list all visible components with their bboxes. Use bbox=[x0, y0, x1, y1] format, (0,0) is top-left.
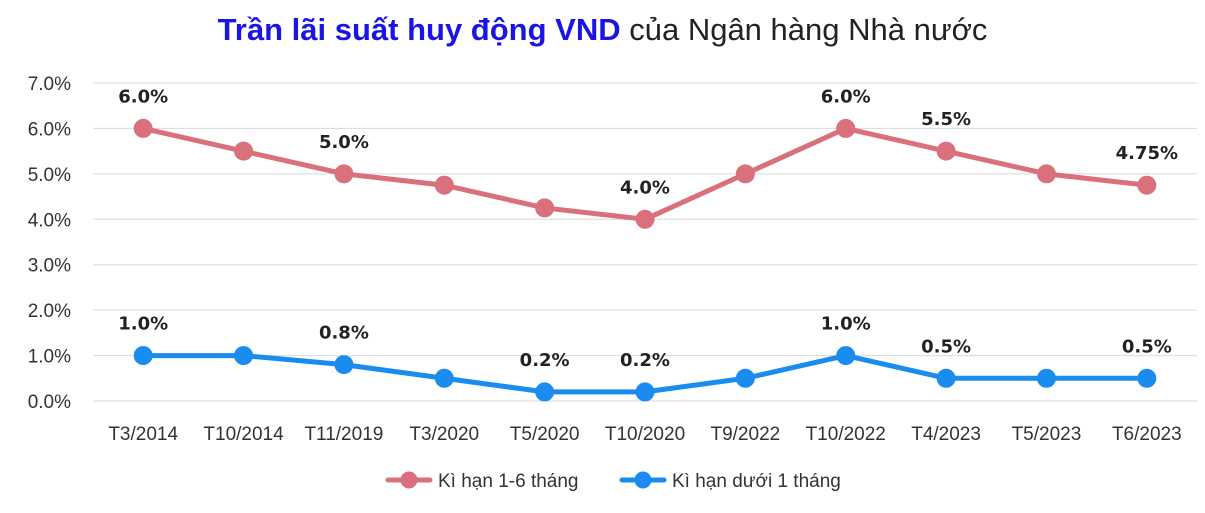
data-point bbox=[434, 175, 454, 195]
y-tick-label: 4.0% bbox=[28, 210, 71, 231]
legend-label: Kì hạn dưới 1 tháng bbox=[672, 471, 841, 492]
x-tick-label: T5/2023 bbox=[1012, 424, 1082, 445]
y-tick-label: 3.0% bbox=[28, 256, 71, 277]
x-tick-label: T6/2023 bbox=[1112, 424, 1182, 445]
chart-title: Trần lãi suất huy động VND của Ngân hàng… bbox=[0, 12, 1205, 48]
data-label: 6.0% bbox=[118, 86, 168, 107]
x-tick-label: T10/2022 bbox=[806, 424, 886, 445]
x-tick-label: T5/2020 bbox=[510, 424, 580, 445]
data-point bbox=[936, 141, 956, 161]
legend-marker bbox=[400, 471, 418, 489]
data-point bbox=[836, 346, 856, 366]
y-tick-label: 0.0% bbox=[28, 392, 71, 413]
data-label: 4.0% bbox=[620, 177, 670, 198]
data-point bbox=[735, 164, 755, 184]
y-tick-label: 7.0% bbox=[28, 74, 71, 95]
data-point bbox=[1036, 164, 1056, 184]
data-point bbox=[635, 382, 655, 402]
data-label: 0.5% bbox=[921, 336, 971, 357]
x-tick-label: T10/2014 bbox=[203, 424, 284, 445]
data-point bbox=[334, 164, 354, 184]
x-tick-label: T3/2014 bbox=[108, 424, 178, 445]
y-tick-label: 1.0% bbox=[28, 347, 71, 368]
legend-marker bbox=[634, 471, 652, 489]
data-point bbox=[133, 346, 153, 366]
legend-label: Kì hạn 1-6 tháng bbox=[438, 471, 579, 492]
data-label: 4.75% bbox=[1116, 143, 1178, 164]
data-point bbox=[635, 209, 655, 229]
y-tick-label: 5.0% bbox=[28, 165, 71, 186]
x-tick-label: T9/2022 bbox=[710, 424, 780, 445]
chart-title-rest: của Ngân hàng Nhà nước bbox=[620, 12, 988, 47]
data-point bbox=[1137, 368, 1157, 388]
data-point bbox=[535, 198, 555, 218]
data-point bbox=[334, 355, 354, 375]
data-point bbox=[234, 346, 254, 366]
data-point bbox=[936, 368, 956, 388]
data-point bbox=[434, 368, 454, 388]
data-point bbox=[1036, 368, 1056, 388]
data-label: 1.0% bbox=[118, 314, 168, 335]
data-point bbox=[535, 382, 555, 402]
x-tick-label: T4/2023 bbox=[911, 424, 981, 445]
data-label: 6.0% bbox=[821, 86, 871, 107]
x-tick-label: T11/2019 bbox=[304, 424, 383, 445]
data-label: 0.5% bbox=[1122, 336, 1172, 357]
y-tick-label: 2.0% bbox=[28, 301, 71, 322]
data-label: 0.2% bbox=[620, 350, 670, 371]
x-tick-label: T3/2020 bbox=[409, 424, 479, 445]
data-label: 1.0% bbox=[821, 314, 871, 335]
data-label: 5.5% bbox=[921, 109, 971, 130]
data-label: 0.2% bbox=[520, 350, 570, 371]
data-point bbox=[133, 118, 153, 138]
data-point bbox=[1137, 175, 1157, 195]
x-tick-label: T10/2020 bbox=[605, 424, 685, 445]
data-label: 5.0% bbox=[319, 132, 369, 153]
chart-title-highlight: Trần lãi suất huy động VND bbox=[217, 12, 621, 47]
data-label: 0.8% bbox=[319, 323, 369, 344]
data-point bbox=[234, 141, 254, 161]
y-tick-label: 6.0% bbox=[28, 119, 71, 140]
data-point bbox=[836, 118, 856, 138]
data-point bbox=[735, 368, 755, 388]
